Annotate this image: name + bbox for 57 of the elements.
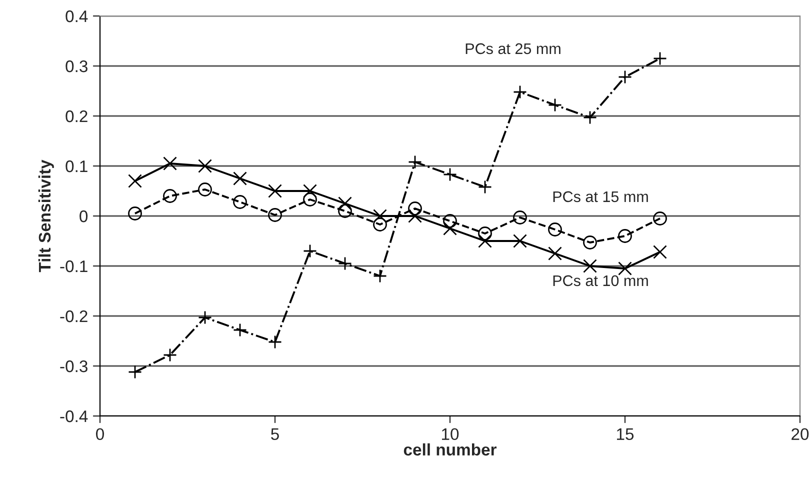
point [408,202,422,216]
x-tick-label: 20 [792,428,809,440]
annotation: PCs at 10 mm [553,275,648,286]
point [303,192,317,206]
point [233,172,247,186]
x-tick-label: 0 [96,428,104,440]
point [478,226,492,240]
point [163,348,177,362]
y-tick-label: 0.1 [66,160,88,172]
point [548,222,562,236]
point [653,245,667,259]
point [338,204,352,218]
point [583,259,597,273]
point [198,159,212,173]
y-tick-label: 0.4 [66,10,88,22]
point [373,218,387,232]
point [198,182,212,196]
x-tick-label: 5 [271,428,279,440]
point [618,70,632,84]
annotation: PCs at 25 mm [466,43,560,54]
y-tick-label: -0.1 [60,260,88,272]
point [618,262,632,276]
point [583,236,597,250]
point [653,212,667,226]
point [618,229,632,243]
point [338,256,352,270]
point [233,195,247,209]
point [513,234,527,248]
y-tick-label: 0.3 [66,60,88,72]
point [128,206,142,220]
y-axis-title: Tilt Sensitivity [38,160,54,272]
point [513,210,527,224]
y-tick-label: 0.2 [66,110,88,122]
point [513,85,527,99]
point [443,214,457,228]
x-tick-label: 10 [442,428,459,440]
point [163,156,177,170]
x-axis-title: cell number [404,443,497,456]
point [548,246,562,260]
y-tick-label: -0.3 [60,360,88,372]
point [163,189,177,203]
y-tick-label: 0 [80,210,88,222]
point [443,168,457,182]
y-tick-label: -0.4 [60,410,88,422]
y-tick-label: -0.2 [60,310,88,322]
point [268,335,282,349]
point [268,208,282,222]
point [268,184,282,198]
point [128,174,142,188]
point [408,155,422,169]
point [653,52,667,66]
point [478,180,492,194]
point [303,244,317,258]
point [128,365,142,379]
annotation: PCs at 15 mm [553,191,648,202]
x-tick-label: 15 [617,428,634,440]
point [478,234,492,248]
